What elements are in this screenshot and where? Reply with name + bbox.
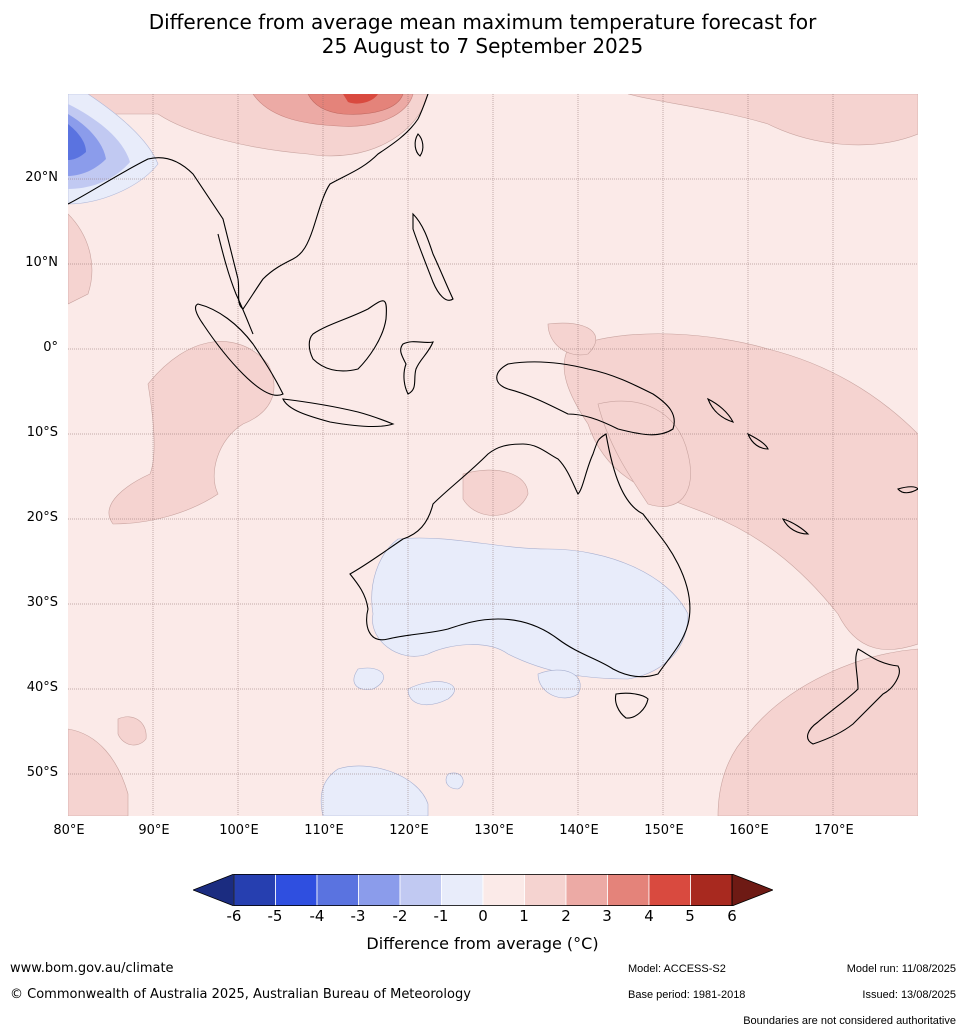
lat-label-10n: 10°N [25,255,58,270]
colorbar-tick: 0 [478,907,488,925]
anomaly-band-4-5 [343,94,378,104]
malay-peninsula-coastline [217,233,254,335]
colorbar [193,874,773,906]
title-line-1: Difference from average mean maximum tem… [148,10,817,34]
graticule [68,94,918,816]
lon-label-100e: 100°E [219,823,259,838]
lon-label-160e: 160°E [729,823,769,838]
lon-label-90e: 90°E [138,823,170,838]
lon-label-110e: 110°E [304,823,344,838]
temperature-anomaly-map [67,93,919,817]
map-panel [67,93,919,817]
colorbar-label: Difference from average (°C) [366,934,599,953]
colorbar-tick: 3 [602,907,612,925]
colorbar-cell [607,874,650,906]
colorbar-tick: -2 [392,907,408,925]
colorbar-cell [565,874,608,906]
lon-label-130e: 130°E [474,823,514,838]
sulawesi-coastline [400,341,434,395]
title-line-2: 25 August to 7 September 2025 [321,34,644,58]
tasmania-coastline [614,692,649,719]
model-text: Model: ACCESS-S2 [628,963,726,975]
anomaly-band-3-4 [307,93,404,115]
colorbar-outline [233,874,733,906]
colorbar-cell [358,874,401,906]
lat-label-20n: 20°N [25,170,58,185]
colorbar-cell [275,874,318,906]
colorbar-cell [316,874,359,906]
lon-label-170e: 170°E [814,823,854,838]
colorbar-cell [648,874,691,906]
colorbar-cell [399,874,442,906]
lon-label-120e: 120°E [389,823,429,838]
colorbar-tick: -1 [433,907,449,925]
copyright-text: © Commonwealth of Australia 2025, Austra… [10,987,471,1002]
new-zealand-coastline [807,648,900,745]
anomaly-band-negative-australia [320,537,689,817]
anomaly-band-negative-nw [67,93,159,205]
colorbar-tick: -4 [309,907,325,925]
lon-label-150e: 150°E [644,823,684,838]
philippines-coastline [412,212,454,301]
lat-label-30s: 30°S [26,595,58,610]
sumatra-coastline [194,303,284,396]
model-run-text: Model run: 11/08/2025 [846,963,956,975]
lat-label-50s: 50°S [26,765,58,780]
colorbar-cell [482,874,525,906]
colorbar-cell [731,874,773,906]
base-period-text: Base period: 1981-2018 [628,989,746,1001]
asia-coastline [67,93,429,310]
colorbar-tick: -6 [226,907,242,925]
lat-label-20s: 20°S [26,510,58,525]
lon-label-80e: 80°E [53,823,85,838]
new-guinea-coastline [496,361,675,436]
lat-label-0: 0° [43,340,58,355]
colorbar-tick: 6 [727,907,737,925]
colorbar-tick: -3 [350,907,366,925]
colorbar-cell [193,874,235,906]
colorbar-cell [441,874,484,906]
lat-label-40s: 40°S [26,680,58,695]
map-title: Difference from average mean maximum tem… [0,10,965,58]
issued-text: Issued: 13/08/2025 [862,989,956,1001]
lat-label-10s: 10°S [26,425,58,440]
colorbar-cell [690,874,733,906]
colorbar-cell [524,874,567,906]
website-link[interactable]: www.bom.gov.au/climate [10,961,174,976]
australia-coastline [349,433,691,678]
anomaly-band-1-2 [67,93,919,817]
coastlines [67,93,919,745]
colorbar-tick: 4 [644,907,654,925]
colorbar-cell [233,874,276,906]
colorbar-tick: 1 [519,907,529,925]
lon-label-140e: 140°E [559,823,599,838]
colorbar-tick: 5 [685,907,695,925]
colorbar-tick: -5 [267,907,283,925]
java-coastline [282,398,395,428]
taiwan-coastline [414,133,424,157]
disclaimer-text: Boundaries are not considered authoritat… [743,1015,956,1027]
colorbar-tick: 2 [561,907,571,925]
borneo-coastline [308,300,387,372]
